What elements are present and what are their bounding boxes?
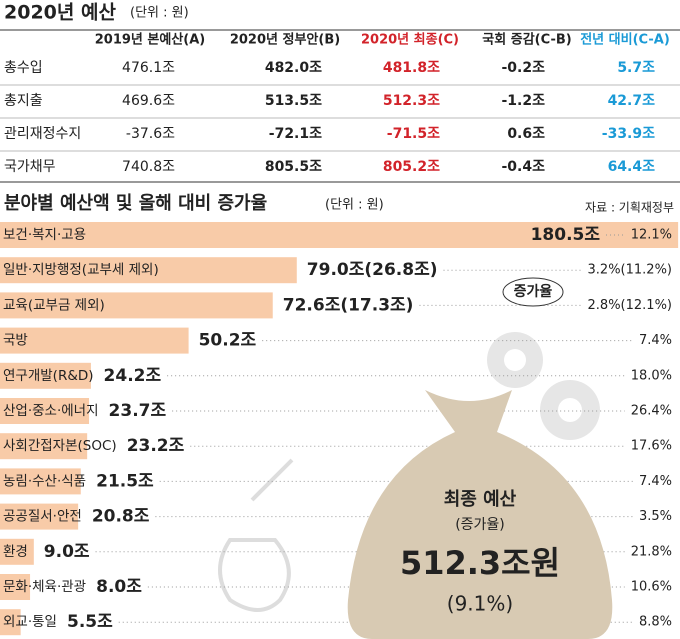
growth-label: 7.4% — [639, 474, 672, 489]
table-cell: 42.7조 — [608, 93, 656, 109]
row-label: 총지출 — [4, 93, 43, 109]
table-header: 2020년 정부안(B) — [230, 32, 340, 48]
value-label: 72.6조(17.3조) — [283, 295, 414, 315]
table-cell: -72.1조 — [269, 126, 322, 142]
table-cell: 481.8조 — [383, 60, 440, 76]
table-cell: 805.5조 — [265, 159, 322, 175]
table-cell: 805.2조 — [383, 159, 440, 175]
gear-decor — [487, 332, 600, 440]
table-cell: -33.9조 — [602, 126, 655, 142]
growth-label: 12.1% — [631, 228, 672, 243]
category-label: 보건·복지·고용 — [3, 227, 86, 243]
money-bag — [347, 390, 613, 639]
table-cell: -1.2조 — [502, 93, 546, 109]
table-cell: -37.6조 — [126, 126, 175, 142]
value-label: 180.5조 — [531, 225, 601, 245]
growth-label: 2.8%(12.1%) — [588, 298, 672, 313]
table-header: 전년 대비(C-A) — [580, 32, 670, 48]
callout-rate: (9.1%) — [447, 592, 513, 616]
bar — [0, 538, 34, 565]
row-label: 국가채무 — [4, 159, 56, 175]
growth-label: 3.2%(11.2%) — [588, 263, 672, 278]
callout-title: 최종 예산 — [444, 489, 517, 510]
unit: (단위 : 원) — [325, 198, 384, 213]
value-label: 50.2조 — [199, 331, 257, 351]
title: 2020년 예산 — [4, 2, 116, 24]
category-label: 문화·체육·관광 — [3, 579, 86, 595]
source: 자료 : 기획재정부 — [585, 201, 674, 215]
table-header: 국회 증감(C-B) — [482, 32, 571, 48]
table-cell: -71.5조 — [387, 126, 440, 142]
value-label: 5.5조 — [67, 612, 113, 632]
table-cell: 5.7조 — [617, 60, 655, 76]
bar — [0, 574, 31, 600]
growth-label: 3.5% — [639, 509, 672, 524]
table-cell: 64.4조 — [608, 159, 656, 175]
bar — [0, 327, 189, 354]
category-label: 환경 — [3, 544, 28, 560]
callout-value: 512.3조원 — [400, 544, 560, 582]
category-label: 공공질서·안전 — [3, 509, 82, 525]
growth-label: 8.8% — [639, 615, 672, 630]
value-label: 23.2조 — [127, 436, 185, 456]
value-label: 21.5조 — [96, 471, 154, 491]
growth-label: 10.6% — [631, 580, 672, 595]
callout-subtitle: (증가율) — [455, 517, 505, 533]
growth-label: 26.4% — [631, 404, 672, 419]
table-cell: -0.2조 — [502, 60, 546, 76]
category-label: 외교·통일 — [3, 614, 57, 630]
value-label: 20.8조 — [92, 507, 150, 527]
value-label: 24.2조 — [104, 366, 162, 386]
bar — [0, 362, 91, 389]
value-label: 8.0조 — [96, 577, 142, 597]
table-cell: 512.3조 — [383, 93, 440, 109]
row-label: 총수입 — [4, 60, 43, 76]
bar — [0, 292, 273, 319]
bar — [0, 222, 679, 248]
flask-decor — [218, 458, 294, 612]
bar — [0, 609, 21, 636]
bar — [0, 257, 297, 284]
bar — [0, 503, 79, 530]
table-cell: 513.5조 — [265, 93, 322, 109]
row-label: 관리재정수지 — [4, 126, 81, 142]
table-cell: -0.4조 — [502, 159, 546, 175]
growth-label: 18.0% — [631, 368, 672, 383]
table-header: 2020년 최종(C) — [361, 33, 459, 48]
category-label: 사회간접자본(SOC) — [3, 438, 117, 454]
value-label: 79.0조(26.8조) — [307, 260, 438, 280]
category-label: 일반·지방행정(교부세 제외) — [3, 262, 159, 278]
value-label: 23.7조 — [109, 401, 167, 421]
unit: (단위 : 원) — [130, 6, 189, 21]
category-label: 교육(교부금 제외) — [3, 297, 105, 313]
bar — [0, 433, 88, 460]
growth-label: 17.6% — [631, 439, 672, 454]
bar — [0, 398, 90, 424]
table-cell: 482.0조 — [265, 60, 322, 76]
category-label: 농림·수산·식품 — [3, 473, 86, 489]
table-cell: 476.1조 — [122, 60, 175, 76]
bubble — [502, 277, 564, 307]
gear-hole — [504, 349, 582, 422]
growth-label: 7.4% — [639, 333, 672, 348]
category-label: 연구개발(R&D) — [3, 368, 94, 384]
table-cell: 469.6조 — [122, 93, 175, 109]
table-cell: 0.6조 — [507, 126, 545, 142]
category-label: 산업·중소·에너지 — [3, 403, 99, 419]
bubble-label: 증가율 — [514, 283, 553, 300]
category-label: 국방 — [3, 333, 28, 349]
chart-title: 분야별 예산액 및 올해 대비 증가율 — [4, 193, 267, 214]
value-label: 9.0조 — [44, 542, 90, 562]
bar — [0, 468, 81, 495]
growth-label: 21.8% — [631, 544, 672, 559]
table-cell: 740.8조 — [122, 159, 175, 175]
table-header: 2019년 본예산(A) — [95, 32, 206, 48]
